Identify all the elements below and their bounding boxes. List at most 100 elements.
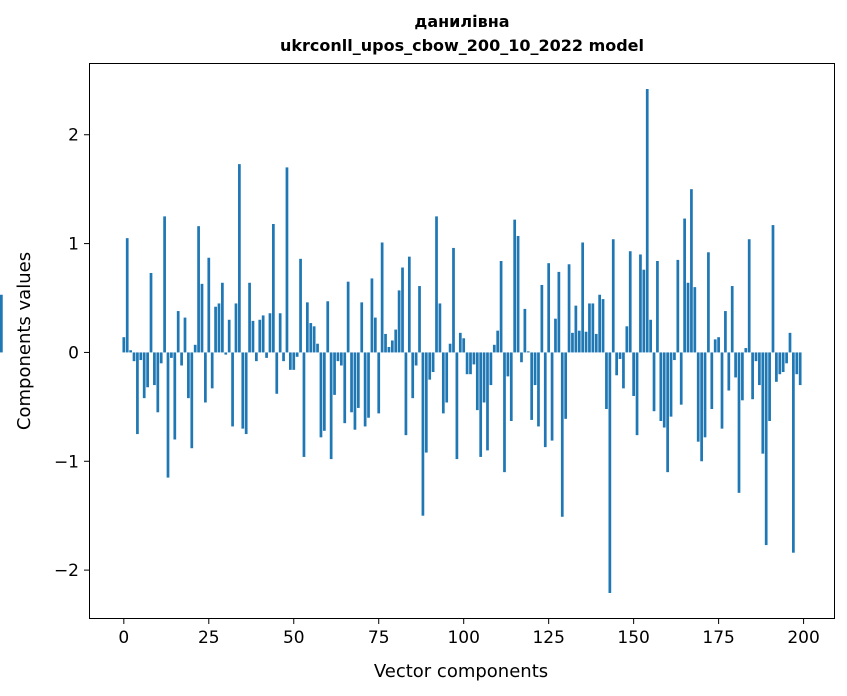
- bar-20: [190, 352, 194, 449]
- bar-97: [452, 247, 455, 353]
- bar-136: [584, 331, 588, 353]
- bar-7: [146, 352, 149, 388]
- bar-36: [244, 352, 248, 435]
- bar-125: [547, 263, 551, 353]
- bar-187: [758, 352, 761, 386]
- y-tick-label: 0: [68, 343, 79, 363]
- bar-94: [441, 352, 445, 414]
- bar-133: [574, 305, 578, 353]
- bar-150: [632, 352, 635, 396]
- bar-79: [390, 340, 394, 353]
- bar-179: [730, 286, 734, 353]
- bar-130: [564, 352, 568, 419]
- bar-2: [129, 350, 132, 353]
- bar-58: [319, 352, 323, 438]
- bar-53: [302, 352, 306, 457]
- bar-132: [571, 332, 574, 353]
- bar-44: [272, 224, 275, 353]
- bar-48: [285, 167, 289, 353]
- bar-105: [479, 352, 483, 457]
- bar-126: [550, 352, 554, 441]
- bar-55: [309, 323, 313, 353]
- bar-163: [676, 259, 680, 353]
- bar-78: [387, 346, 391, 353]
- bar-103: [472, 352, 476, 365]
- x-tick-label: 100: [447, 628, 479, 648]
- bar-90: [428, 352, 432, 380]
- bar-10: [156, 352, 160, 413]
- bar-152: [639, 254, 642, 353]
- bar-122: [537, 352, 540, 427]
- bar-111: [499, 261, 503, 353]
- bar-52: [299, 258, 302, 353]
- bar-192: [775, 352, 778, 382]
- bar-51: [295, 352, 299, 357]
- bar-186: [754, 352, 758, 362]
- bar-184: [747, 239, 751, 353]
- bar-38: [251, 320, 255, 353]
- bar-72: [367, 352, 370, 418]
- bar-61: [329, 352, 333, 460]
- bar-0: [122, 337, 126, 353]
- x-tick-label: 125: [532, 628, 564, 648]
- bar-57: [316, 343, 319, 353]
- bar-160: [666, 352, 669, 473]
- bar-71: [363, 352, 367, 427]
- bar-149: [628, 251, 632, 353]
- bar-107: [486, 352, 489, 451]
- bar-171: [703, 352, 707, 438]
- bar-185: [751, 352, 754, 400]
- bar-169: [696, 352, 700, 442]
- bar-158: [659, 352, 663, 421]
- x-tick-label: 0: [118, 628, 129, 648]
- bar-32: [231, 352, 234, 427]
- bar-112: [503, 352, 506, 473]
- bar-39: [255, 352, 258, 362]
- bar-45: [275, 352, 279, 394]
- y-tick-label: 2: [68, 126, 79, 146]
- bar-16: [176, 311, 180, 353]
- bar-33: [234, 303, 238, 353]
- bar-151: [635, 352, 639, 436]
- bar-46: [278, 313, 282, 353]
- bar-98: [455, 352, 459, 460]
- bar-69: [356, 352, 360, 408]
- x-axis-label: Vector components: [374, 661, 548, 682]
- chart-subtitle: ukrconll_upos_cbow_200_10_2022 model: [280, 36, 644, 55]
- bar-22: [197, 226, 200, 353]
- bar-95: [445, 352, 449, 403]
- bar-series: [0, 89, 802, 593]
- bar-91: [431, 352, 435, 373]
- bar-93: [438, 303, 442, 353]
- bar-127: [554, 318, 557, 353]
- bar-3: [132, 352, 136, 362]
- bar-129: [560, 352, 564, 517]
- bar-85: [411, 352, 415, 399]
- bar-174: [713, 339, 717, 353]
- bar-154: [645, 89, 649, 353]
- chart-title: данилівна: [414, 12, 509, 31]
- bar-190: [768, 352, 771, 421]
- bar-84: [407, 256, 411, 353]
- bar-123: [540, 284, 544, 353]
- bar-196: [788, 332, 792, 353]
- bar-162: [673, 352, 676, 361]
- bar-198: [795, 352, 799, 375]
- bar-118: [523, 308, 527, 353]
- bar-11: [159, 352, 163, 364]
- bar-80: [394, 329, 398, 353]
- bar-180: [734, 352, 737, 378]
- bar-63: [336, 352, 340, 362]
- bar-96: [448, 343, 452, 353]
- bar-175: [717, 337, 720, 353]
- bar-113: [506, 352, 510, 377]
- bar-139: [594, 333, 598, 353]
- bar-43: [268, 313, 272, 353]
- bar-191: [771, 225, 775, 353]
- bar-140: [598, 294, 602, 353]
- bar-108: [489, 352, 493, 386]
- bar-134: [577, 330, 581, 353]
- bar-25: [207, 257, 211, 353]
- bar-59: [322, 352, 326, 431]
